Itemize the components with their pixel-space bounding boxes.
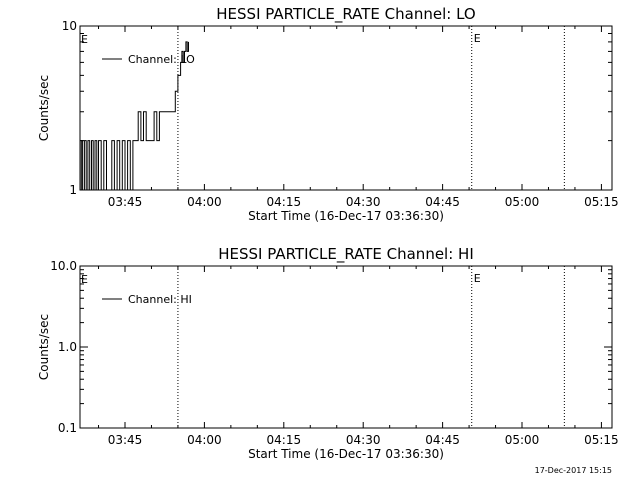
x-tick-label: 04:45: [425, 433, 460, 447]
series-line: [80, 41, 189, 191]
x-axis-label: Start Time (16-Dec-17 03:36:30): [248, 209, 444, 223]
x-tick-label: 04:00: [187, 195, 222, 209]
legend-label: Channel: HI: [128, 293, 192, 306]
legend-label: Channel: LO: [128, 53, 195, 66]
plot-frame: [79, 265, 613, 429]
y-tick-label: 10.0: [50, 259, 77, 273]
chart-title: HESSI PARTICLE_RATE Channel: HI: [218, 245, 474, 264]
event-marker-label: E: [474, 272, 481, 285]
y-tick-label: 0.1: [58, 421, 77, 435]
generation-timestamp: 17-Dec-2017 15:15: [535, 466, 612, 475]
chart-title: HESSI PARTICLE_RATE Channel: LO: [216, 5, 475, 24]
y-axis-label: Counts/sec: [37, 314, 51, 380]
x-tick-label: 03:45: [108, 433, 143, 447]
x-tick-label: 04:00: [187, 433, 222, 447]
y-tick-label: 1: [69, 183, 77, 197]
y-tick-label: 10: [62, 19, 77, 33]
x-tick-label: 04:30: [346, 195, 381, 209]
event-marker-label: E: [474, 32, 481, 45]
edge-marker-label: E: [81, 273, 88, 286]
edge-marker-label: E: [81, 33, 88, 46]
x-tick-label: 04:45: [425, 195, 460, 209]
x-tick-label: 04:15: [267, 433, 302, 447]
x-tick-label: 03:45: [108, 195, 143, 209]
x-tick-label: 05:00: [505, 433, 540, 447]
x-tick-label: 04:30: [346, 433, 381, 447]
plot-frame: [79, 25, 613, 191]
chart-panel-hi: HESSI PARTICLE_RATE Channel: HI 03:45 04:0…: [37, 245, 619, 461]
y-axis-label: Counts/sec: [37, 75, 51, 141]
x-tick-label: 04:15: [267, 195, 302, 209]
chart-panel-lo: HESSI PARTICLE_RATE Channel: LO 03:45 04:0…: [37, 5, 619, 223]
x-tick-label: 05:00: [505, 195, 540, 209]
x-tick-label: 05:15: [584, 433, 619, 447]
y-tick-label: 1.0: [58, 340, 77, 354]
x-tick-label: 05:15: [584, 195, 619, 209]
x-axis-label: Start Time (16-Dec-17 03:36:30): [248, 447, 444, 461]
